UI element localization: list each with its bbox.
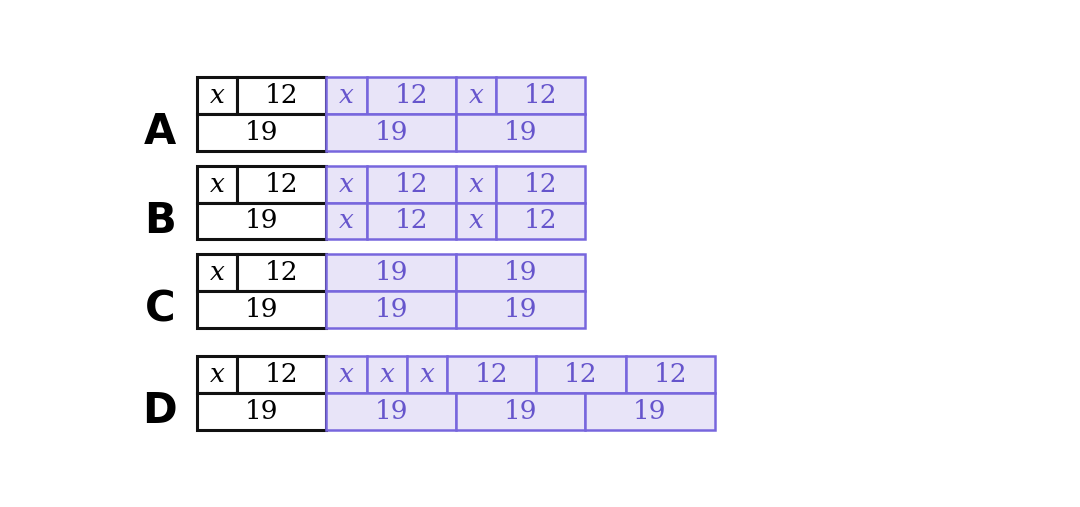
Text: 19: 19 <box>245 208 279 234</box>
Bar <box>585 393 715 429</box>
Text: x: x <box>469 208 484 234</box>
Text: x: x <box>210 260 225 285</box>
Bar <box>367 356 407 393</box>
Text: 19: 19 <box>375 399 408 424</box>
Text: 12: 12 <box>524 171 557 197</box>
Bar <box>238 254 326 291</box>
Text: x: x <box>379 361 394 387</box>
Bar <box>326 291 456 328</box>
Bar <box>456 291 585 328</box>
Text: 12: 12 <box>394 83 428 108</box>
Text: x: x <box>210 83 225 108</box>
Bar <box>197 291 326 328</box>
Text: 19: 19 <box>633 399 666 424</box>
Bar <box>326 114 456 151</box>
Bar <box>238 166 326 202</box>
Text: x: x <box>339 208 354 234</box>
Bar <box>197 202 326 239</box>
Bar <box>456 114 585 151</box>
Bar <box>197 356 238 393</box>
Text: 19: 19 <box>503 297 538 322</box>
Bar <box>496 202 585 239</box>
Bar <box>625 356 715 393</box>
Bar <box>367 166 456 202</box>
Text: 12: 12 <box>265 361 299 387</box>
Text: 12: 12 <box>265 260 299 285</box>
Text: 19: 19 <box>375 120 408 145</box>
Bar <box>496 77 585 114</box>
Bar <box>537 356 625 393</box>
Bar <box>326 393 456 429</box>
Bar <box>197 114 326 151</box>
Text: 12: 12 <box>564 361 598 387</box>
Bar <box>326 77 367 114</box>
Text: x: x <box>339 361 354 387</box>
Text: 19: 19 <box>503 120 538 145</box>
Text: 19: 19 <box>503 399 538 424</box>
Text: 19: 19 <box>245 399 279 424</box>
Bar <box>456 77 496 114</box>
Text: 19: 19 <box>503 260 538 285</box>
Bar <box>456 166 496 202</box>
Text: 12: 12 <box>653 361 687 387</box>
Text: x: x <box>339 171 354 197</box>
Text: 19: 19 <box>245 120 279 145</box>
Bar <box>326 356 367 393</box>
Text: 12: 12 <box>394 208 428 234</box>
Bar <box>367 77 456 114</box>
Text: x: x <box>210 361 225 387</box>
Bar <box>326 254 456 291</box>
Text: 12: 12 <box>265 171 299 197</box>
Bar <box>326 166 367 202</box>
Text: x: x <box>339 83 354 108</box>
Text: C: C <box>145 288 175 331</box>
Text: 12: 12 <box>524 208 557 234</box>
Text: 12: 12 <box>265 83 299 108</box>
Text: 19: 19 <box>375 260 408 285</box>
Bar <box>197 77 238 114</box>
Text: 12: 12 <box>524 83 557 108</box>
Text: x: x <box>420 361 434 387</box>
Bar <box>367 202 456 239</box>
Text: D: D <box>143 390 177 432</box>
Bar <box>456 202 496 239</box>
Bar <box>407 356 447 393</box>
Bar <box>197 166 238 202</box>
Text: 12: 12 <box>475 361 509 387</box>
Bar <box>447 356 537 393</box>
Bar <box>238 356 326 393</box>
Text: x: x <box>469 171 484 197</box>
Text: A: A <box>144 112 176 154</box>
Bar <box>238 77 326 114</box>
Bar <box>197 254 238 291</box>
Bar <box>197 393 326 429</box>
Text: 12: 12 <box>394 171 428 197</box>
Bar <box>496 166 585 202</box>
Text: 19: 19 <box>245 297 279 322</box>
Text: x: x <box>469 83 484 108</box>
Text: B: B <box>144 200 176 242</box>
Text: x: x <box>210 171 225 197</box>
Bar <box>456 254 585 291</box>
Bar <box>456 393 585 429</box>
Text: 19: 19 <box>375 297 408 322</box>
Bar <box>326 202 367 239</box>
